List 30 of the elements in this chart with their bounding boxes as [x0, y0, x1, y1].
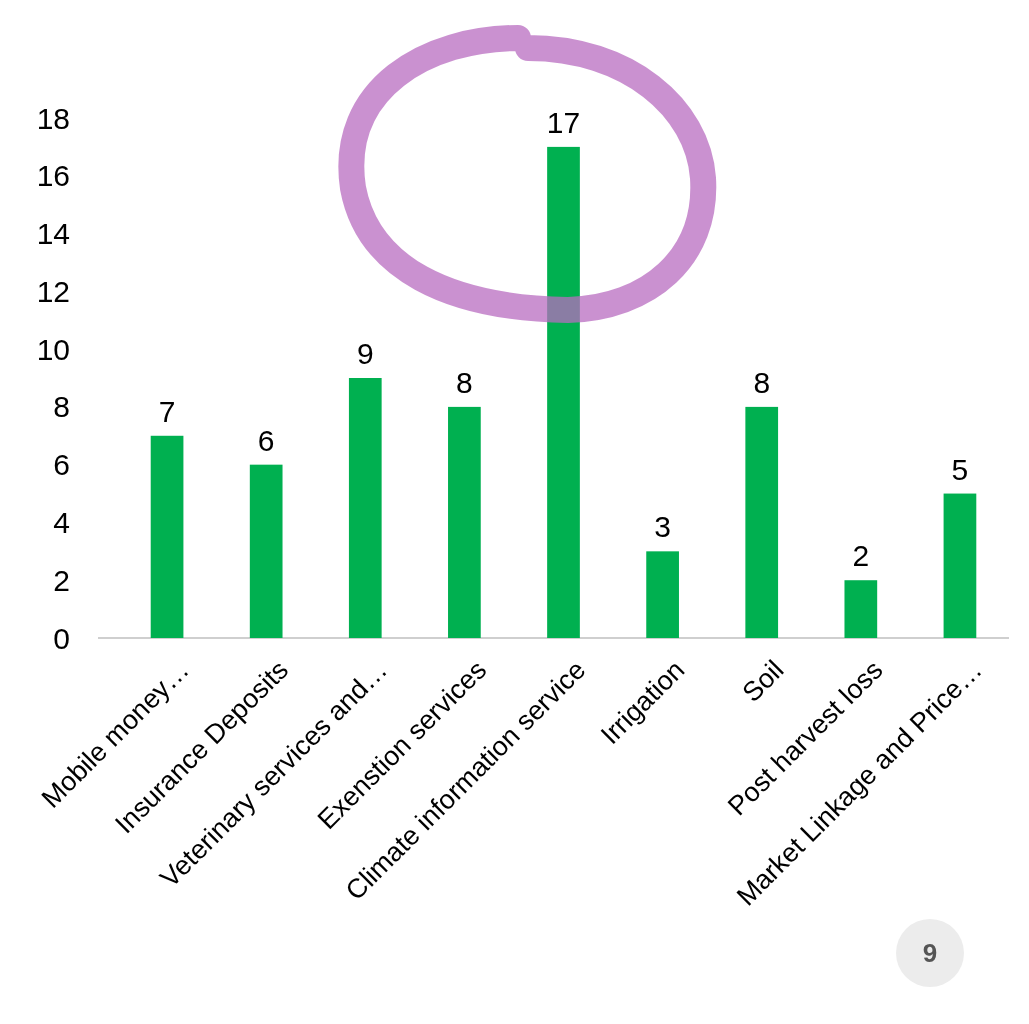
data-label: 6: [257, 423, 275, 457]
y-tick-label: 12: [36, 274, 70, 308]
data-label: 9: [356, 337, 374, 370]
data-label: 8: [456, 365, 473, 399]
y-tick-label: 16: [36, 159, 70, 193]
bar: [745, 406, 779, 638]
bar: [646, 551, 679, 638]
text: 9: [922, 938, 938, 968]
y-tick-label: 6: [53, 448, 70, 482]
data-label: 17: [546, 105, 581, 139]
data-label: 5: [951, 452, 969, 486]
bar: [348, 378, 382, 638]
data-label: 3: [654, 510, 671, 544]
y-tick-label: 0: [53, 621, 70, 655]
y-tick-label: 14: [36, 217, 70, 251]
bar: [448, 406, 481, 638]
x-tick-label: Soil: [736, 654, 790, 708]
y-tick-label: 4: [53, 505, 70, 539]
y-tick-label: 18: [36, 101, 70, 135]
y-tick-label: 8: [53, 390, 70, 424]
bar: [249, 464, 283, 638]
bar: [150, 435, 184, 638]
bar: [844, 580, 878, 638]
bar: [943, 493, 977, 638]
y-tick-label: 10: [36, 332, 70, 366]
data-label: 2: [852, 539, 870, 573]
data-label: 8: [753, 365, 771, 399]
y-tick-label: 2: [53, 563, 70, 597]
bar: [547, 146, 580, 638]
data-label: 7: [158, 394, 176, 428]
